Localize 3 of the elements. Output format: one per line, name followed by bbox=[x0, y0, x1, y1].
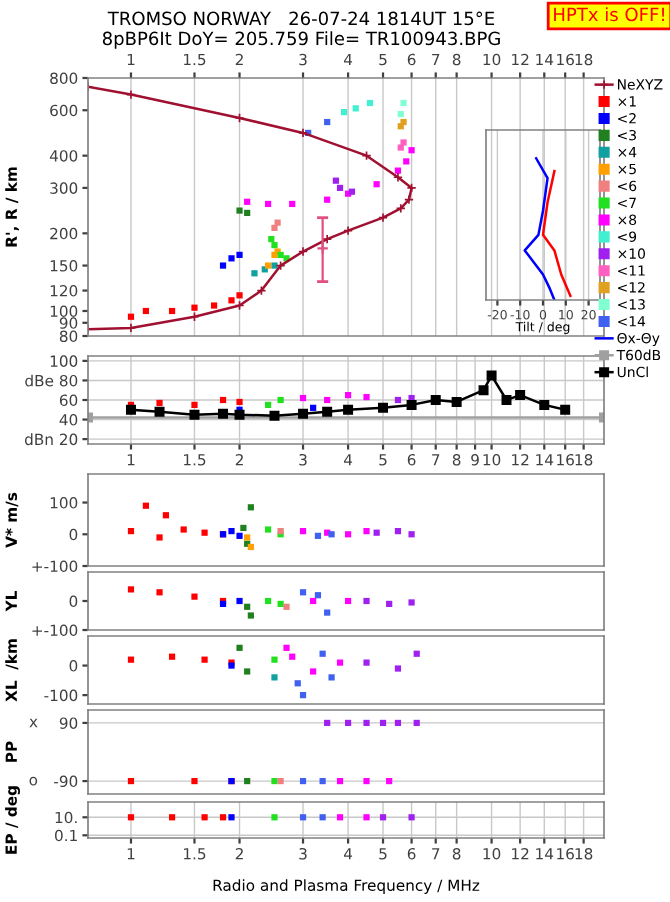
chart-title: TROMSO NORWAY 26-07-24 1814UT 15°E bbox=[107, 11, 495, 26]
chart-subtitle: 8pBP6It DoY= 205.759 File= TR100943.BPG bbox=[102, 31, 500, 49]
text: HPTx is OFF! bbox=[554, 7, 664, 22]
